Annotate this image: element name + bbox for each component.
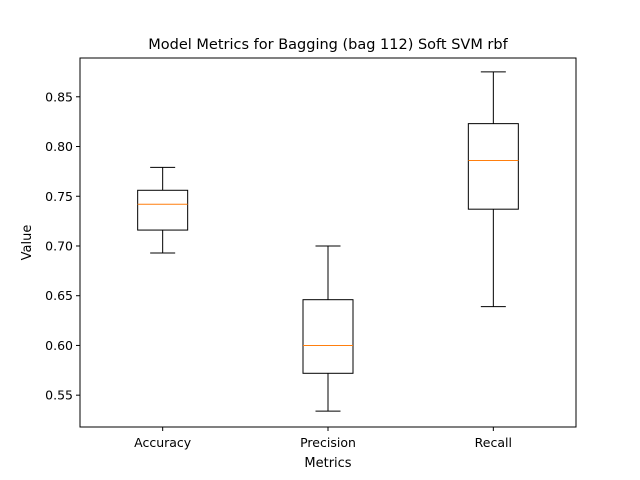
y-tick-label: 0.85	[45, 89, 73, 104]
x-axis-label: Metrics	[304, 456, 351, 471]
iqr-box	[302, 299, 354, 374]
y-tick-label: 0.65	[45, 288, 73, 303]
y-tick-label: 0.70	[45, 238, 73, 253]
y-tick-label: 0.75	[45, 189, 73, 204]
x-tick-label: Precision	[300, 435, 356, 450]
x-axis: Accuracy Precision Recall	[134, 427, 512, 450]
box-accuracy	[137, 166, 189, 254]
y-tick-label: 0.80	[45, 139, 73, 154]
plot-area	[79, 57, 577, 428]
iqr-box	[467, 123, 519, 210]
x-tick-label: Accuracy	[134, 435, 192, 450]
box-precision	[302, 245, 354, 412]
x-tick-label: Recall	[475, 435, 512, 450]
y-tick-label: 0.60	[45, 338, 73, 353]
y-tick-label: 0.55	[45, 388, 73, 403]
y-axis: 0.55 0.60 0.65 0.70 0.75 0.80 0.85	[45, 89, 80, 403]
chart-title: Model Metrics for Bagging (bag 112) Soft…	[148, 37, 508, 53]
box-recall	[467, 71, 519, 308]
y-axis-label: Value	[20, 225, 35, 261]
box-series	[137, 71, 519, 412]
iqr-box	[137, 189, 189, 231]
